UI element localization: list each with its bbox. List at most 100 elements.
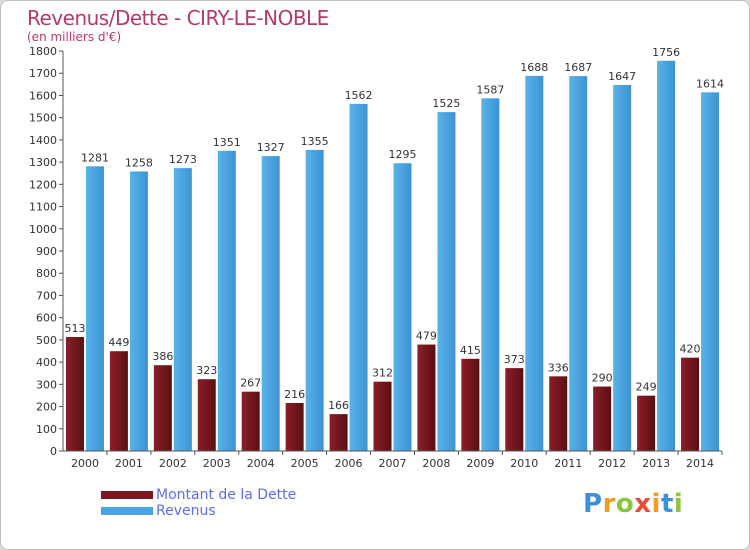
bar-revenus bbox=[613, 85, 632, 451]
x-tick-label: 2005 bbox=[291, 457, 319, 470]
data-label-revenus: 1687 bbox=[564, 61, 592, 74]
y-tick-label: 700 bbox=[36, 289, 57, 302]
data-label-dette: 336 bbox=[548, 361, 569, 374]
data-label-revenus: 1587 bbox=[476, 83, 504, 96]
data-label-dette: 373 bbox=[504, 353, 525, 366]
data-label-revenus: 1355 bbox=[301, 135, 329, 148]
x-tick-label: 2002 bbox=[159, 457, 187, 470]
data-label-dette: 249 bbox=[636, 381, 657, 394]
bar-revenus bbox=[305, 149, 324, 451]
data-label-dette: 323 bbox=[196, 364, 217, 377]
y-tick-label: 800 bbox=[36, 267, 57, 280]
bar-revenus bbox=[657, 60, 676, 452]
x-tick-label: 2001 bbox=[115, 457, 143, 470]
bar-dette bbox=[549, 376, 568, 451]
bar-revenus bbox=[701, 92, 720, 451]
data-label-dette: 449 bbox=[108, 336, 129, 349]
bar-dette bbox=[505, 368, 524, 451]
y-tick-label: 400 bbox=[36, 356, 57, 369]
x-tick-label: 2009 bbox=[466, 457, 494, 470]
y-tick-label: 100 bbox=[36, 423, 57, 436]
bar-dette bbox=[373, 381, 392, 451]
data-label-dette: 312 bbox=[372, 367, 393, 380]
logo-letter: i bbox=[651, 489, 661, 519]
legend-swatch-dette bbox=[101, 491, 153, 499]
x-tick-label: 2000 bbox=[71, 457, 99, 470]
data-label-dette: 216 bbox=[284, 388, 305, 401]
x-tick-label: 2007 bbox=[379, 457, 407, 470]
data-label-revenus: 1756 bbox=[652, 46, 680, 59]
data-label-dette: 386 bbox=[152, 350, 173, 363]
logo-letter: t bbox=[660, 489, 674, 519]
y-tick-label: 1300 bbox=[29, 156, 57, 169]
x-tick-label: 2004 bbox=[247, 457, 275, 470]
data-label-revenus: 1351 bbox=[213, 136, 241, 149]
y-tick-label: 1400 bbox=[29, 134, 57, 147]
legend-label-revenus: Revenus bbox=[156, 503, 216, 519]
proxiti-logo: Proxiti bbox=[583, 489, 683, 519]
x-tick-label: 2013 bbox=[642, 457, 670, 470]
data-label-dette: 290 bbox=[592, 372, 613, 385]
y-tick-label: 1200 bbox=[29, 178, 57, 191]
data-label-revenus: 1525 bbox=[432, 97, 460, 110]
bar-dette bbox=[593, 386, 612, 451]
x-tick-label: 2011 bbox=[554, 457, 582, 470]
x-tick-label: 2003 bbox=[203, 457, 231, 470]
y-tick-label: 1500 bbox=[29, 112, 57, 125]
legend-label-dette: Montant de la Dette bbox=[156, 487, 297, 503]
bar-revenus bbox=[85, 166, 104, 452]
logo-letter: P bbox=[583, 489, 603, 519]
y-tick-label: 200 bbox=[36, 401, 57, 414]
data-label-dette: 415 bbox=[460, 344, 481, 357]
y-tick-label: 1800 bbox=[29, 45, 57, 58]
logo-letter: r bbox=[602, 489, 616, 519]
bar-dette bbox=[461, 358, 480, 451]
y-tick-label: 900 bbox=[36, 245, 57, 258]
data-label-dette: 420 bbox=[680, 343, 701, 356]
y-tick-label: 600 bbox=[36, 312, 57, 325]
logo-letter: i bbox=[673, 489, 684, 519]
bar-dette bbox=[681, 357, 700, 451]
x-tick-label: 2008 bbox=[422, 457, 450, 470]
bar-dette bbox=[241, 391, 260, 451]
bar-dette bbox=[637, 395, 656, 451]
bar-dette bbox=[65, 337, 84, 451]
data-label-revenus: 1562 bbox=[345, 89, 373, 102]
bar-revenus bbox=[569, 76, 588, 451]
data-label-revenus: 1688 bbox=[520, 61, 548, 74]
y-tick-label: 0 bbox=[50, 445, 57, 458]
bar-revenus bbox=[349, 103, 368, 451]
data-label-revenus: 1614 bbox=[696, 77, 724, 90]
bar-revenus bbox=[217, 150, 236, 451]
bar-revenus bbox=[437, 112, 456, 451]
chart-subtitle: (en milliers d'€) bbox=[27, 30, 122, 44]
legend-swatch-revenus bbox=[101, 507, 153, 515]
data-label-dette: 267 bbox=[240, 377, 261, 390]
data-label-revenus: 1327 bbox=[257, 141, 285, 154]
bar-revenus bbox=[261, 156, 280, 451]
data-label-revenus: 1647 bbox=[608, 70, 636, 83]
x-tick-label: 2012 bbox=[598, 457, 626, 470]
data-label-dette: 513 bbox=[64, 322, 85, 335]
data-label-revenus: 1281 bbox=[81, 151, 109, 164]
bar-revenus bbox=[173, 168, 192, 451]
data-label-dette: 479 bbox=[416, 330, 437, 343]
y-tick-label: 1100 bbox=[29, 201, 57, 214]
data-label-revenus: 1258 bbox=[125, 156, 153, 169]
bar-dette bbox=[329, 414, 348, 451]
bar-dette bbox=[285, 403, 304, 451]
data-label-dette: 166 bbox=[328, 399, 349, 412]
bar-dette bbox=[153, 365, 172, 451]
bar-revenus bbox=[129, 171, 148, 451]
bar-revenus bbox=[393, 163, 412, 451]
y-tick-label: 300 bbox=[36, 378, 57, 391]
bar-dette bbox=[109, 351, 128, 451]
data-label-revenus: 1295 bbox=[389, 148, 417, 161]
chart-title: Revenus/Dette - CIRY-LE-NOBLE bbox=[27, 6, 329, 30]
bar-dette bbox=[417, 344, 436, 451]
logo-letter: x bbox=[634, 489, 652, 519]
y-tick-label: 1600 bbox=[29, 89, 57, 102]
y-tick-label: 1700 bbox=[29, 67, 57, 80]
